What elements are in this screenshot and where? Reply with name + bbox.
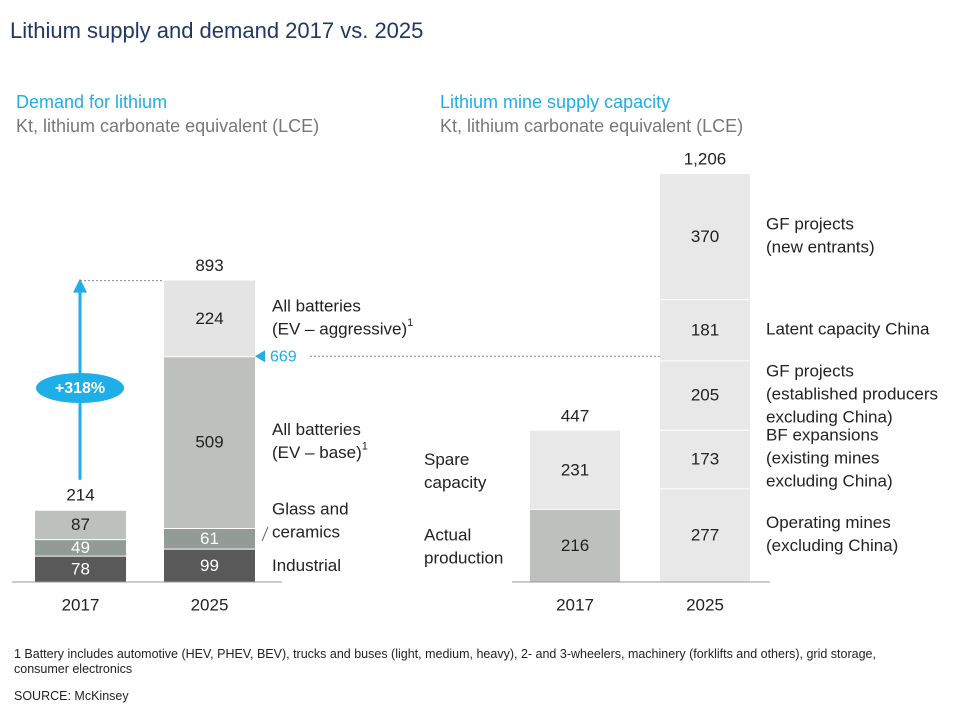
supply-legend-latent-capacity-china-line-1: Latent capacity China xyxy=(766,319,930,338)
demand-bar-2017-segment-1 xyxy=(35,555,126,582)
demand-legend-ev-aggressive-footnote-mark: 1 xyxy=(407,317,413,329)
supply-total-2025: 1,206 xyxy=(684,149,727,168)
demand-legend-glass-ceramics-line-1: Glass and xyxy=(272,499,349,518)
supply-bar-2025-segment-2 xyxy=(660,429,750,489)
supply-legend-actual-production-line-1: Actual xyxy=(424,525,471,544)
demand-legend-ev-base-line-1: All batteries xyxy=(272,420,361,439)
supply-legend-bf-expansions-line-2: (existing mines xyxy=(766,449,879,468)
supply-total-2017: 447 xyxy=(561,406,589,425)
demand-bar-2025-segment-3 xyxy=(164,356,255,528)
demand-label-2025-3: 509 xyxy=(195,433,223,452)
demand-bar-2025-segment-2 xyxy=(164,528,255,549)
demand-label-2017-2: 49 xyxy=(71,538,90,557)
supply-xtick-2025: 2025 xyxy=(686,595,724,614)
supply-chart-unit: Kt, lithium carbonate equivalent (LCE) xyxy=(440,116,744,136)
demand-xtick-2017: 2017 xyxy=(62,595,100,614)
demand-legend-ev-base-line-2: (EV – base)1 xyxy=(272,441,368,463)
supply-xtick-2017: 2017 xyxy=(556,595,594,614)
supply-label-2025-2: 173 xyxy=(691,450,719,469)
supply-bar-2017-segment-2 xyxy=(530,430,620,509)
supply-label-2025-5: 370 xyxy=(691,227,719,246)
supply-legend-bf-expansions-line-3: excluding China) xyxy=(766,472,893,491)
footnote: 1 Battery includes automotive (HEV, PHEV… xyxy=(14,647,876,676)
demand-bar-2025-segment-4 xyxy=(164,280,255,357)
demand-legend-industrial-line-1: Industrial xyxy=(272,556,341,575)
supply-bar-2025-segment-4 xyxy=(660,299,750,361)
demand-bar-2017-segment-2 xyxy=(35,539,126,556)
supply-bar-2025-segment-5 xyxy=(660,174,750,300)
supply-legend-spare-capacity-line-2: capacity xyxy=(424,473,487,492)
supply-label-2017-2: 231 xyxy=(561,460,589,479)
demand-legend-ev-aggressive-line-1: All batteries xyxy=(272,296,361,315)
demand-legend-ev-base-footnote-mark: 1 xyxy=(362,441,368,453)
supply-legend-gf-projects-established-line-2: (established producers xyxy=(766,385,938,404)
demand-xtick-2025: 2025 xyxy=(191,595,229,614)
supply-bar-2025-segment-1 xyxy=(660,488,750,582)
demand-legend-glass-ceramics-line-2: ceramics xyxy=(272,522,340,541)
demand-legend-glass-leader xyxy=(261,526,269,542)
page-title: Lithium supply and demand 2017 vs. 2025 xyxy=(10,18,424,43)
demand-label-2025-2: 61 xyxy=(200,529,219,548)
demand-label-2017-1: 78 xyxy=(71,559,90,578)
demand-chart-title: Demand for lithium xyxy=(16,92,168,112)
base-case-marker-label: 669 xyxy=(270,348,297,365)
supply-chart-title: Lithium mine supply capacity xyxy=(440,92,671,112)
supply-legend-bf-expansions-line-1: BF expansions xyxy=(766,426,878,445)
demand-bar-2025-segment-1 xyxy=(164,548,255,582)
base-case-marker-icon xyxy=(255,350,265,363)
supply-label-2017-1: 216 xyxy=(561,536,589,555)
growth-arrow-head xyxy=(73,278,87,293)
demand-label-2025-4: 224 xyxy=(195,309,223,328)
supply-legend-operating-mines-line-1: Operating mines xyxy=(766,513,891,532)
supply-bar-2017-segment-1 xyxy=(530,508,620,582)
supply-legend-gf-projects-new-entrants-line-2: (new entrants) xyxy=(766,238,875,257)
growth-badge xyxy=(36,373,124,403)
supply-label-2025-4: 181 xyxy=(691,320,719,339)
demand-label-2017-3: 87 xyxy=(71,515,90,534)
demand-label-2025-1: 99 xyxy=(200,556,219,575)
demand-bar-2017-segment-3 xyxy=(35,509,126,540)
supply-legend-spare-capacity-line-1: Spare xyxy=(424,450,469,469)
supply-legend-gf-projects-established-line-3: excluding China) xyxy=(766,408,893,427)
source-note: SOURCE: McKinsey xyxy=(14,689,129,703)
demand-total-2017: 214 xyxy=(66,485,94,504)
supply-legend-actual-production-line-2: production xyxy=(424,548,503,567)
lithium-chart: 78 49 87 214 2017 99 61 509 224 893 2025 +318% Indus… xyxy=(12,149,938,614)
growth-badge-label: +318% xyxy=(55,380,105,397)
supply-legend-gf-projects-new-entrants-line-1: GF projects xyxy=(766,215,854,234)
supply-bar-2025-segment-3 xyxy=(660,360,750,430)
supply-legend-gf-projects-established-line-1: GF projects xyxy=(766,362,854,381)
supply-label-2025-3: 205 xyxy=(691,386,719,405)
demand-chart-unit: Kt, lithium carbonate equivalent (LCE) xyxy=(16,116,320,136)
demand-legend-ev-aggressive-line-2: (EV – aggressive)1 xyxy=(272,317,413,339)
supply-legend-operating-mines-line-2: (excluding China) xyxy=(766,536,898,555)
demand-total-2025: 893 xyxy=(195,256,223,275)
supply-label-2025-1: 277 xyxy=(691,526,719,545)
